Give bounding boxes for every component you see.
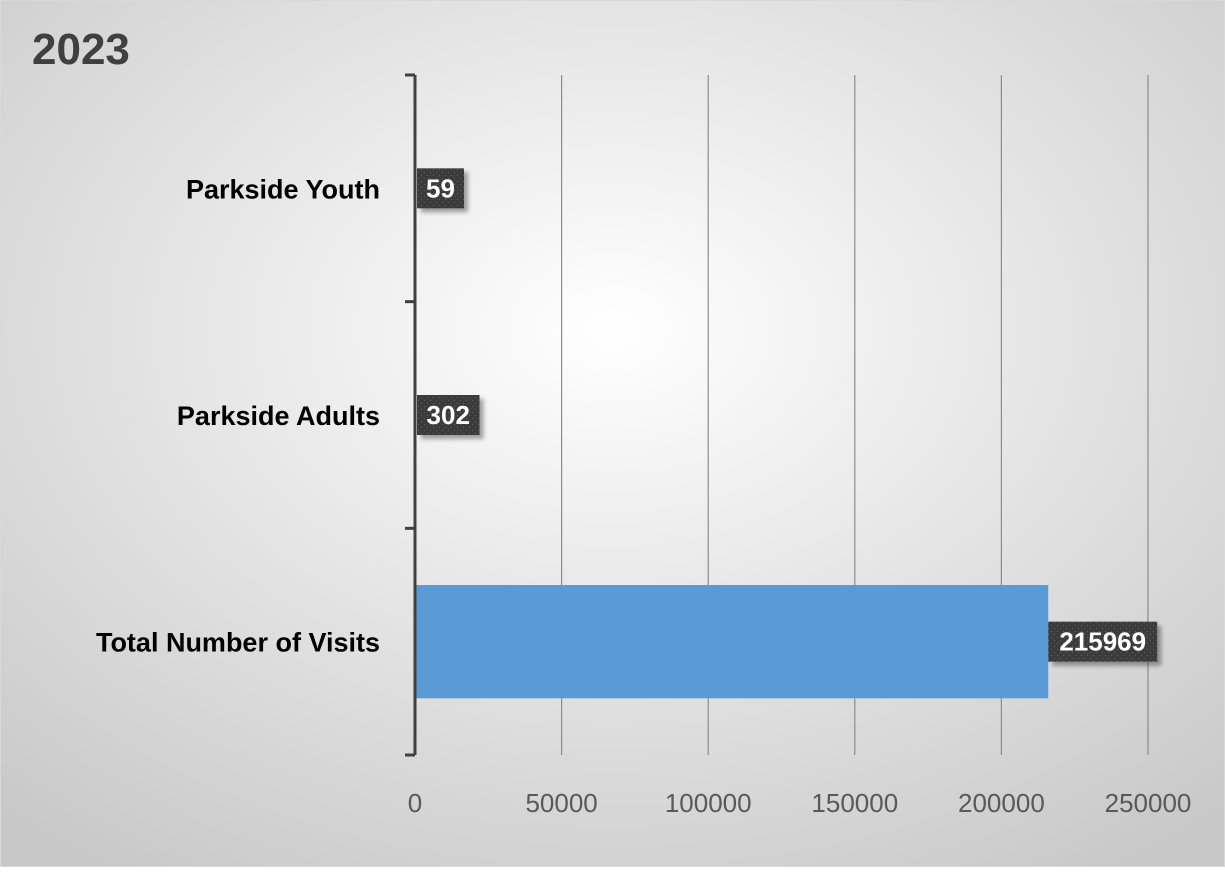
x-tick-label: 250000	[1105, 788, 1192, 818]
data-label-text: 59	[426, 173, 455, 203]
chart-title: 2023	[32, 25, 130, 74]
data-label-text: 215969	[1059, 627, 1146, 657]
x-tick-label: 50000	[525, 788, 597, 818]
x-tick-label: 150000	[811, 788, 898, 818]
data-label-3: 215969	[1048, 622, 1157, 662]
category-label: Parkside Adults	[177, 401, 380, 431]
data-label-text: 302	[427, 400, 470, 430]
data-label-2: 302	[417, 395, 480, 435]
x-tick-label: 200000	[958, 788, 1045, 818]
category-label: Parkside Youth	[186, 174, 380, 204]
x-tick-label: 0	[408, 788, 422, 818]
bar-3	[415, 585, 1048, 698]
x-tick-label: 100000	[665, 788, 752, 818]
category-label: Total Number of Visits	[96, 628, 380, 658]
data-label-1: 59	[417, 168, 464, 208]
